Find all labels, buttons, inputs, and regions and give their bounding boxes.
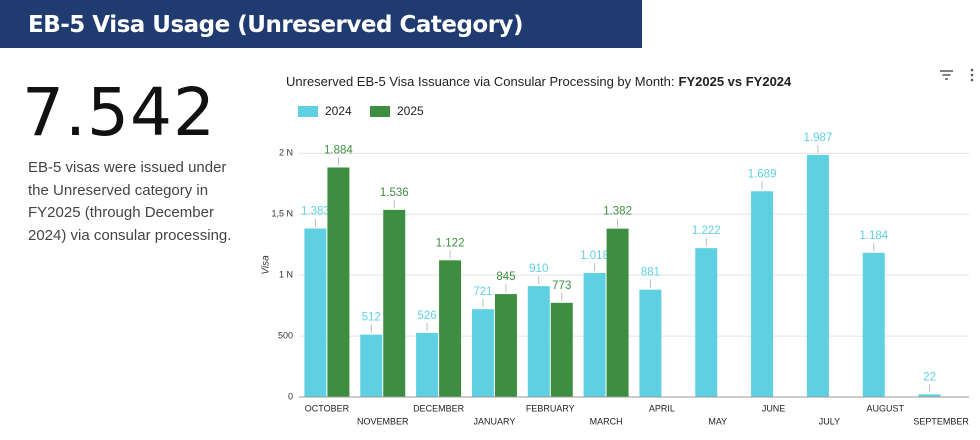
bar [751,191,774,397]
bar [862,252,885,397]
bar [439,260,462,397]
value-label: 1.184 [859,230,888,242]
bar [550,302,573,397]
bar [327,167,350,397]
y-tick-label: 1 N [279,270,293,280]
description-line: the Unreserved category in [28,181,209,199]
value-label: 721 [473,286,492,298]
value-label: 512 [362,312,381,324]
filter-icon[interactable] [940,70,953,80]
value-label: 773 [552,280,571,292]
y-tick-label: 0 [288,391,293,401]
bar [494,294,517,397]
x-tick-label: MARCH [590,416,623,426]
value-label: 1.018 [580,250,609,262]
y-tick-label: 2 N [279,148,293,158]
header-title: EB-5 Visa Usage (Unreserved Category) [0,0,642,48]
x-tick-label: JANUARY [473,416,515,426]
x-tick-label: OCTOBER [305,403,350,413]
value-label: 1.536 [380,187,409,199]
value-label: 1.689 [748,168,777,180]
value-label: 22 [923,371,936,383]
x-tick-label: FEBRUARY [526,403,575,413]
value-label: 1.987 [804,132,833,144]
legend-swatch [370,106,390,117]
bar [806,154,829,397]
value-label: 1.383 [301,206,330,218]
value-label: 526 [417,310,436,322]
bar [606,228,629,397]
x-tick-label: JULY [819,416,840,426]
kpi-description: EB-5 visas were issued under the Unreser… [28,157,231,247]
y-axis-label: Visa [261,255,272,275]
value-label: 845 [496,271,515,283]
x-tick-label: JUNE [762,403,786,413]
value-label: 1.122 [436,237,465,249]
x-tick-label: MAY [708,416,727,426]
y-tick-label: 1,5 N [271,209,293,219]
kpi-value: 7.542 [22,74,216,151]
bar [360,334,383,397]
value-label: 1.382 [603,206,632,218]
bar [639,289,662,397]
x-tick-label: DECEMBER [413,403,465,413]
bar [383,209,406,397]
bar [471,309,494,397]
value-label: 910 [529,263,548,275]
bar [583,272,606,397]
bar [695,248,718,397]
chart-title: Unreserved EB-5 Visa Issuance via Consul… [286,74,792,89]
x-tick-label: NOVEMBER [357,416,409,426]
chart-title-text: Unreserved EB-5 Visa Issuance via Consul… [286,74,675,89]
bar [918,394,941,397]
value-label: 1.222 [692,225,721,237]
legend-label: 2024 [325,104,352,118]
x-tick-label: AUGUST [866,403,904,413]
bar [304,228,327,397]
description-line: 2024) via consular processing. [28,226,232,244]
value-label: 1.884 [324,145,353,157]
y-tick-label: 500 [278,330,293,340]
description-line: EB-5 visas were issued under [28,159,227,176]
description-line: FY2025 (through December [28,204,214,221]
legend-label: 2025 [397,104,424,118]
value-label: 881 [641,267,660,279]
legend-swatch [298,106,318,117]
x-tick-label: SEPTEMBER [913,416,969,426]
x-tick-label: APRIL [649,403,675,413]
bar [527,286,550,397]
more-icon[interactable] [970,68,974,82]
chart-title-bold: FY2025 vs FY2024 [679,74,793,89]
bar [416,332,439,397]
